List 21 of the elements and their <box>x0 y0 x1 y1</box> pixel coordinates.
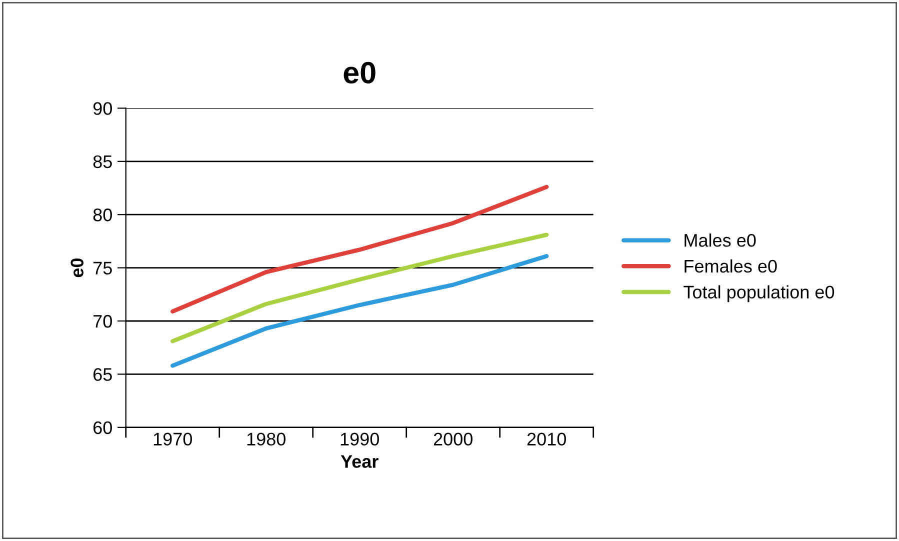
line-series <box>170 184 549 314</box>
legend-label: Total population e0 <box>684 285 834 302</box>
line-series <box>170 254 549 368</box>
x-tick-label: 2000 <box>434 432 472 446</box>
legend-label: Males e0 <box>684 234 756 247</box>
x-tick-label: 1980 <box>247 432 286 446</box>
x-tick-label: 1970 <box>154 432 192 446</box>
y-axis-title: e0 <box>70 258 84 278</box>
y-tick-label: 75 <box>94 262 112 275</box>
chart-title: e0 <box>344 62 376 84</box>
line-series <box>170 232 549 344</box>
y-tick-label: 70 <box>94 314 112 328</box>
y-tick-label: 85 <box>93 155 112 168</box>
x-tick-label: 1990 <box>340 432 379 446</box>
x-axis-title: Year <box>340 455 378 468</box>
y-tick-label: 60 <box>94 421 112 434</box>
y-tick-label: 80 <box>93 208 112 222</box>
y-tick-label: 65 <box>94 368 112 381</box>
legend-label: Females e0 <box>684 259 777 273</box>
x-tick-label: 2010 <box>527 432 566 446</box>
y-tick-label: 90 <box>93 102 112 115</box>
